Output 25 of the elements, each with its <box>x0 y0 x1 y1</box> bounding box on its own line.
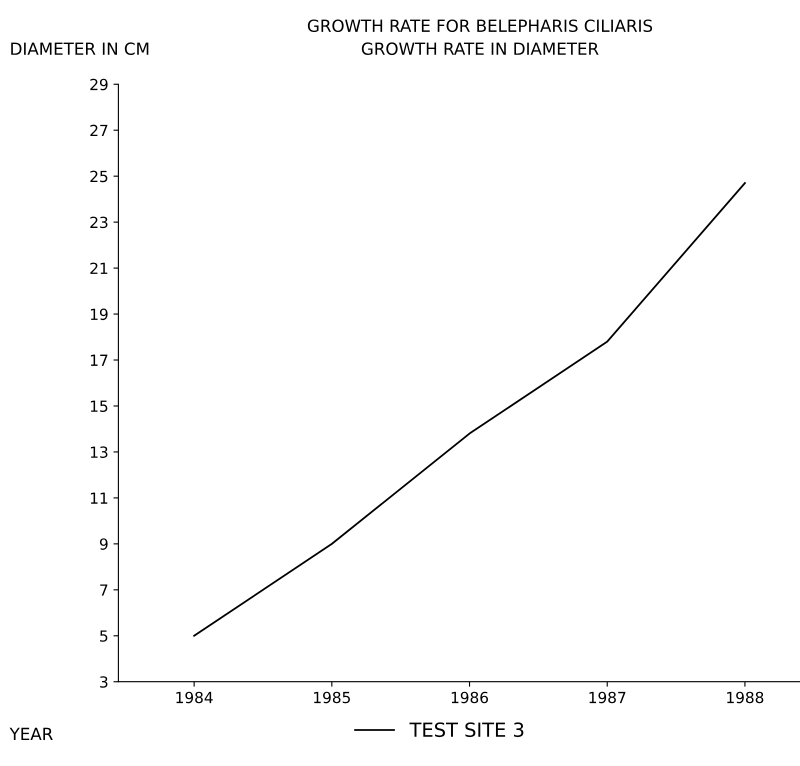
x-tick-label: 1986 <box>452 692 488 704</box>
y-tick-label: 5 <box>100 630 108 642</box>
x-tick-label: 1984 <box>176 692 213 704</box>
y-tick-label: 7 <box>100 584 108 596</box>
y-tick-label: 9 <box>100 538 108 550</box>
y-axis-title: DIAMETER IN CM <box>11 42 148 56</box>
chart-title: GROWTH RATE FOR BELEPHARIS CILIARIS <box>308 19 652 32</box>
y-tick-label: 19 <box>90 308 108 320</box>
x-axis-title: YEAR <box>10 728 53 740</box>
x-tick-label: 1985 <box>314 692 350 704</box>
y-tick-label: 13 <box>90 446 108 458</box>
y-tick-label: 11 <box>90 492 108 504</box>
y-tick-label: 17 <box>90 354 108 366</box>
y-tick-label: 15 <box>90 400 108 412</box>
line-series <box>193 182 746 637</box>
legend-label: TEST SITE 3 <box>409 722 524 738</box>
y-tick-label: 29 <box>90 78 108 90</box>
x-tick-label: 1988 <box>727 692 764 704</box>
chart-subtitle: GROWTH RATE IN DIAMETER <box>362 42 599 56</box>
x-tick-label: 1987 <box>589 692 626 704</box>
y-tick-label: 23 <box>90 216 108 228</box>
y-tick-label: 25 <box>90 170 108 182</box>
y-tick-label: 21 <box>90 262 108 274</box>
y-tick-label: 27 <box>90 124 108 136</box>
y-tick-label: 3 <box>100 676 108 688</box>
